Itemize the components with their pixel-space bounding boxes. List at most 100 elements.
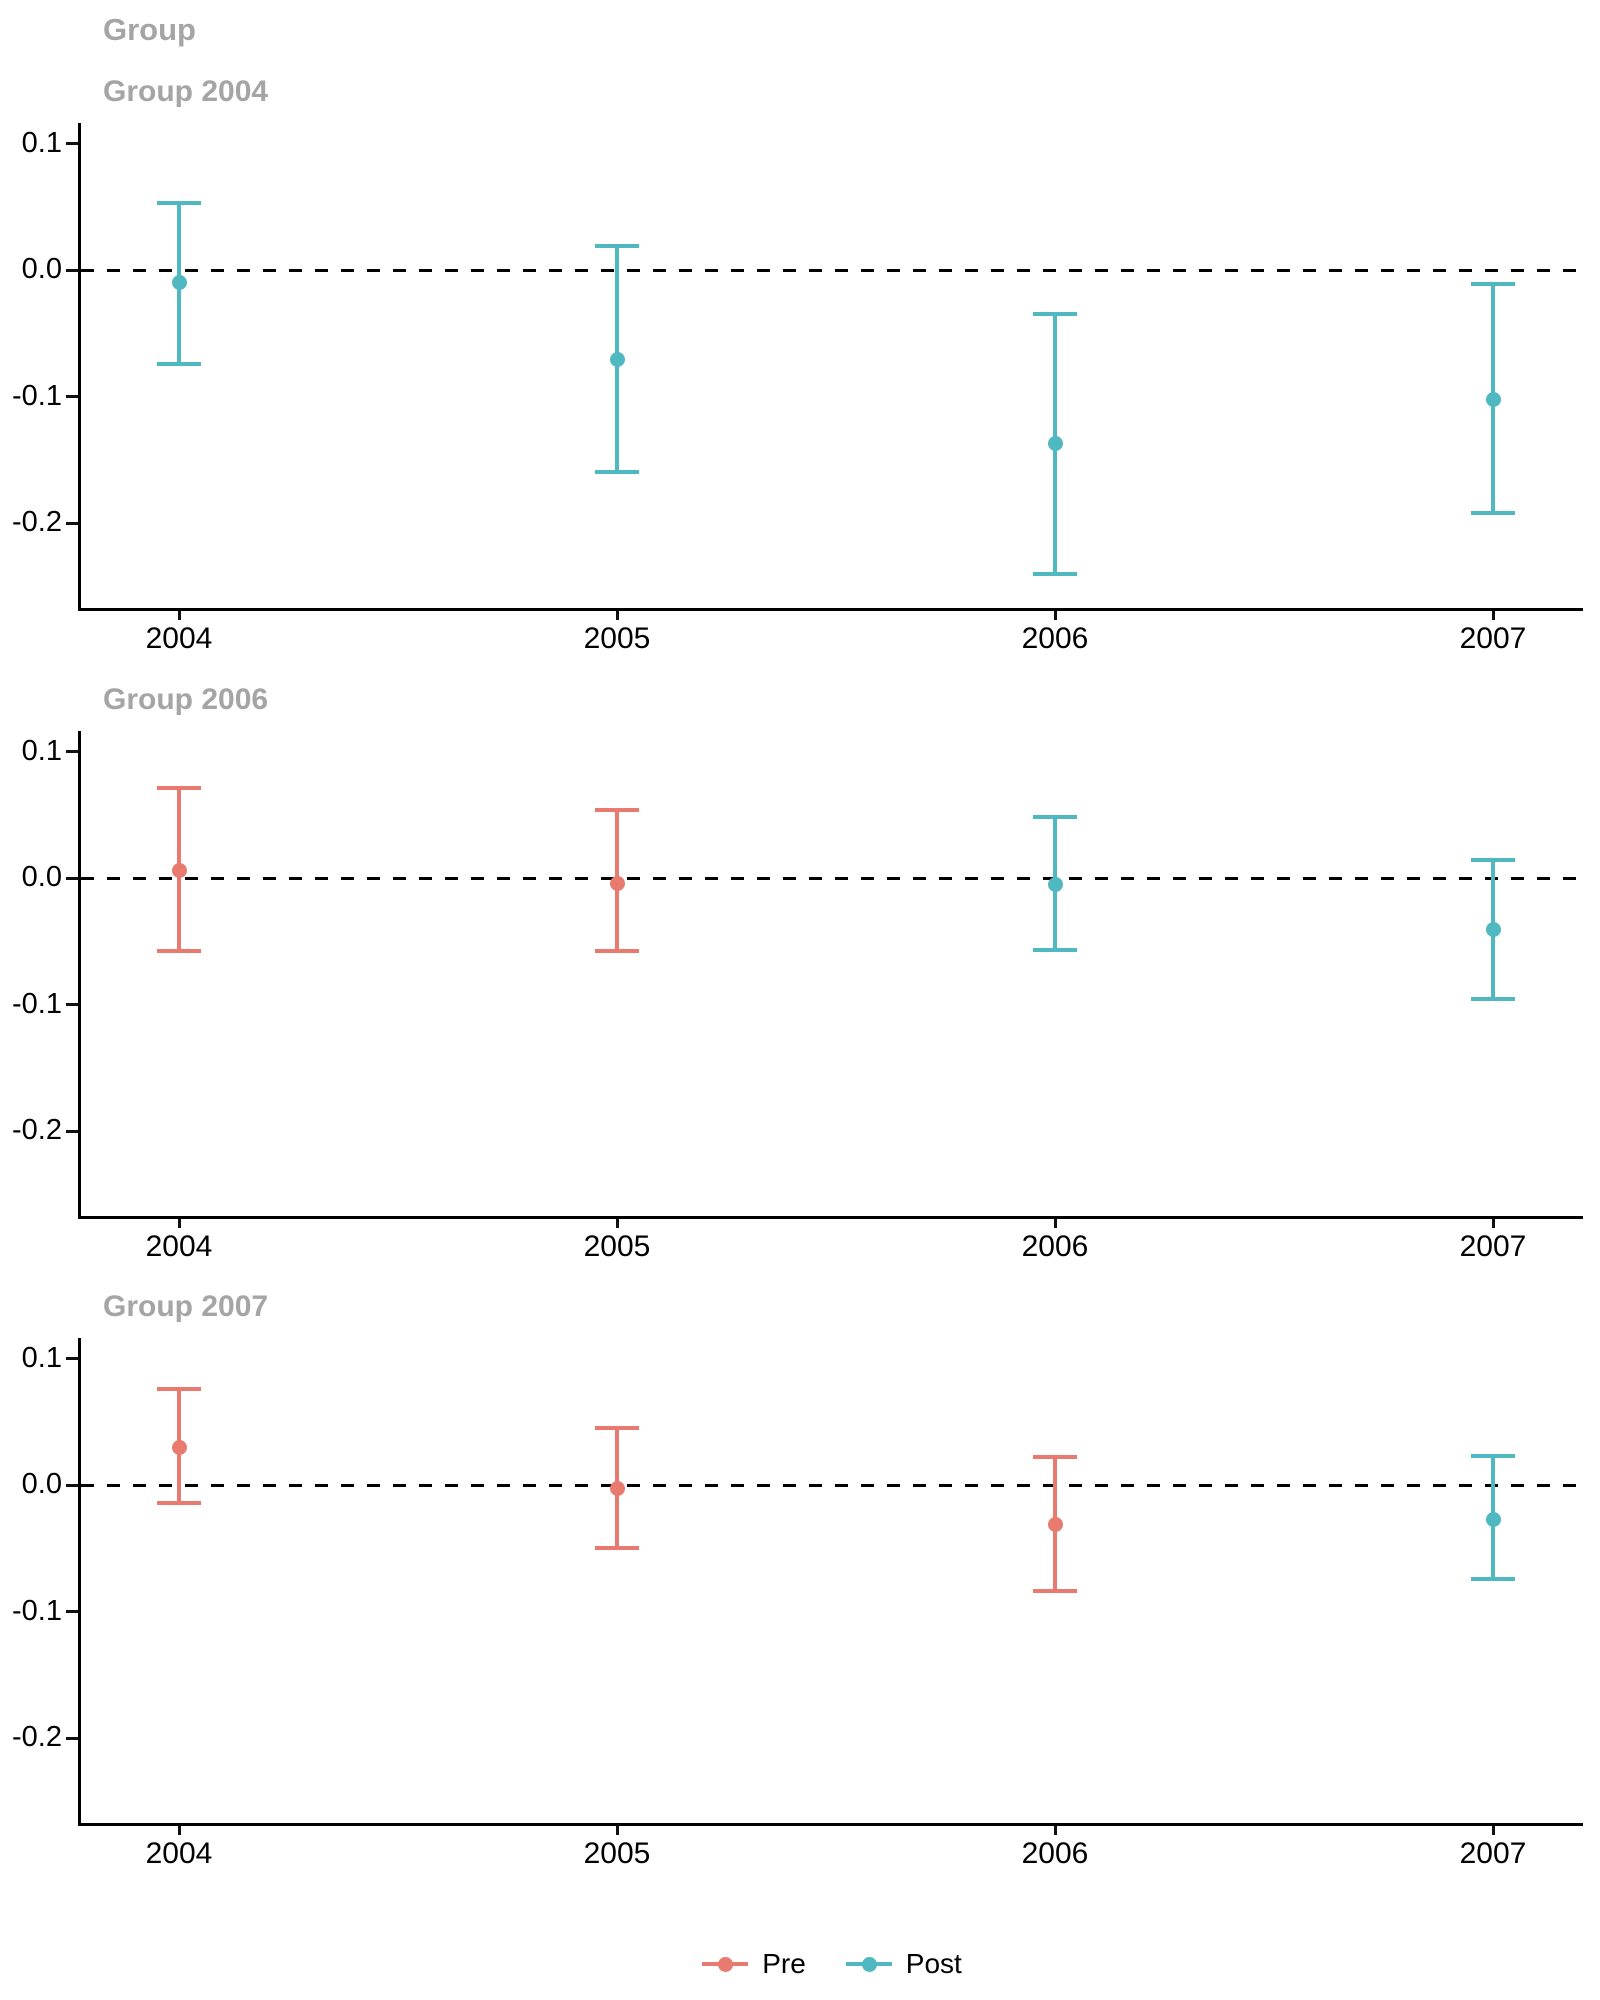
errorbar-group-2004-2004-cap-top [157,200,201,205]
errorbar-group-2004-2004-cap-bottom [157,361,201,366]
y-tick-label: 0.1 [21,126,62,159]
x-tick-mark [1491,611,1495,620]
y-tick-mark [66,1610,78,1613]
errorbar-group-2004-2004-point [171,275,187,291]
errorbar-group-2007-2007-cap-top [1471,1453,1515,1458]
errorbar-group-2007-2005-cap-top [595,1426,639,1431]
y-tick-label: 0.0 [21,253,62,285]
y-tick-label: -0.2 [12,1721,62,1753]
x-tick-label: 2004 [145,1837,213,1870]
y-tick-mark [66,1483,78,1487]
errorbar-group-2006-2007-cap-bottom [1471,997,1515,1002]
y-tick-label: -0.1 [12,987,62,1020]
errorbar-group-2007-2005-point [609,1481,625,1497]
x-tick-label: 2005 [583,622,651,655]
errorbar-group-2007-2006-cap-top [1033,1455,1077,1460]
errorbar-group-2006-2006-cap-top [1033,815,1077,820]
errorbar-group-2004-2007-cap-bottom [1471,510,1515,515]
y-axis-line [78,731,81,1219]
y-tick-mark [66,142,78,145]
x-tick-mark [1491,1219,1495,1228]
x-tick-mark [177,1826,181,1835]
x-axis-line [78,608,1583,611]
x-tick-label: 2005 [583,1230,651,1263]
legend: Pre Post [81,1944,1583,1984]
errorbar-group-2004-2006-cap-top [1033,312,1077,317]
x-tick-label: 2007 [1459,1837,1527,1870]
x-tick-label: 2005 [583,1837,651,1870]
y-tick-mark [66,1003,78,1006]
errorbar-group-2004-2006-point [1047,435,1063,451]
x-tick-label: 2004 [145,1230,213,1263]
y-tick-mark [66,395,78,398]
y-tick-label: 0.0 [21,1468,62,1500]
legend-marker-post-icon [845,1956,892,1972]
errorbar-group-2007-2006-point [1047,1516,1063,1532]
legend-item-pre: Pre [702,1948,806,1980]
x-tick-label: 2007 [1459,622,1527,655]
x-tick-mark [615,1219,619,1228]
chart-title: Group [103,12,196,47]
y-tick-mark [66,1736,78,1740]
errorbar-group-2004-2006-cap-bottom [1033,571,1077,576]
x-tick-label: 2006 [1021,1230,1089,1263]
x-tick-mark [1491,1826,1495,1835]
errorbar-group-2006-2006-cap-bottom [1033,948,1077,953]
x-tick-label: 2004 [145,622,213,655]
errorbar-group-2007-2007-point [1485,1511,1501,1527]
y-tick-label: 0.0 [21,861,62,893]
errorbar-group-2007-2004-point [171,1439,187,1455]
x-axis-line [78,1216,1583,1219]
legend-label-post: Post [905,1948,962,1979]
zero-reference-line [81,1483,1583,1487]
errorbar-group-2006-2007-cap-top [1471,858,1515,863]
y-tick-mark [66,1129,78,1133]
plot-area-group-2007: 0.1 0.0 -0.1 -0.2 2004 2005 2006 2007 [12,1338,1583,1869]
x-tick-mark [615,1826,619,1835]
errorbar-group-2004-2005-cap-bottom [595,470,639,475]
y-tick-mark [66,1357,78,1360]
facet-title-group-2004: Group 2004 [103,75,269,108]
errorbar-group-2006-2004-cap-bottom [157,949,201,954]
y-tick-label: -0.1 [12,1594,62,1627]
y-tick-mark [66,876,78,880]
errorbar-group-2006-2007-point [1485,922,1501,938]
x-tick-mark [1053,1219,1057,1228]
errorbar-group-2007-2004-cap-bottom [157,1500,201,1505]
x-tick-label: 2006 [1021,1837,1089,1870]
errorbar-group-2004-2007-cap-top [1471,281,1515,286]
facet-title-group-2007: Group 2007 [103,1290,269,1323]
y-tick-label: -0.2 [12,1114,62,1146]
errorbar-group-2007-2005-cap-bottom [595,1546,639,1551]
y-tick-mark [66,521,78,525]
zero-reference-line [81,876,1583,880]
errorbar-group-2006-2006-point [1047,876,1063,892]
y-tick-mark [66,750,78,753]
errorbar-group-2007-2007-cap-bottom [1471,1576,1515,1581]
errorbar-group-2004-2005-point [609,352,625,368]
x-tick-label: 2007 [1459,1230,1527,1263]
y-tick-label: -0.2 [12,506,62,538]
legend-marker-pre-icon [702,1956,749,1972]
y-tick-mark [66,268,78,272]
errorbar-group-2004-2005-cap-top [595,243,639,248]
errorbar-group-2004-2007-point [1485,391,1501,407]
legend-marker-dot [861,1957,877,1972]
x-tick-mark [1053,611,1057,620]
zero-reference-line [81,268,1583,272]
x-tick-mark [177,611,181,620]
x-tick-label: 2006 [1021,622,1089,655]
x-tick-mark [177,1219,181,1228]
y-tick-label: 0.1 [21,734,62,767]
errorbar-group-2006-2005-point [609,875,625,891]
errorbar-group-2007-2006-cap-bottom [1033,1589,1077,1594]
legend-item-post: Post [845,1948,962,1980]
y-tick-label: 0.1 [21,1341,62,1374]
y-tick-label: -0.1 [12,379,62,412]
x-tick-mark [1053,1826,1057,1835]
errorbar-group-2006-2005-cap-bottom [595,949,639,954]
legend-label-pre: Pre [762,1948,806,1979]
legend-marker-dot [718,1957,734,1972]
x-axis-line [78,1823,1583,1826]
